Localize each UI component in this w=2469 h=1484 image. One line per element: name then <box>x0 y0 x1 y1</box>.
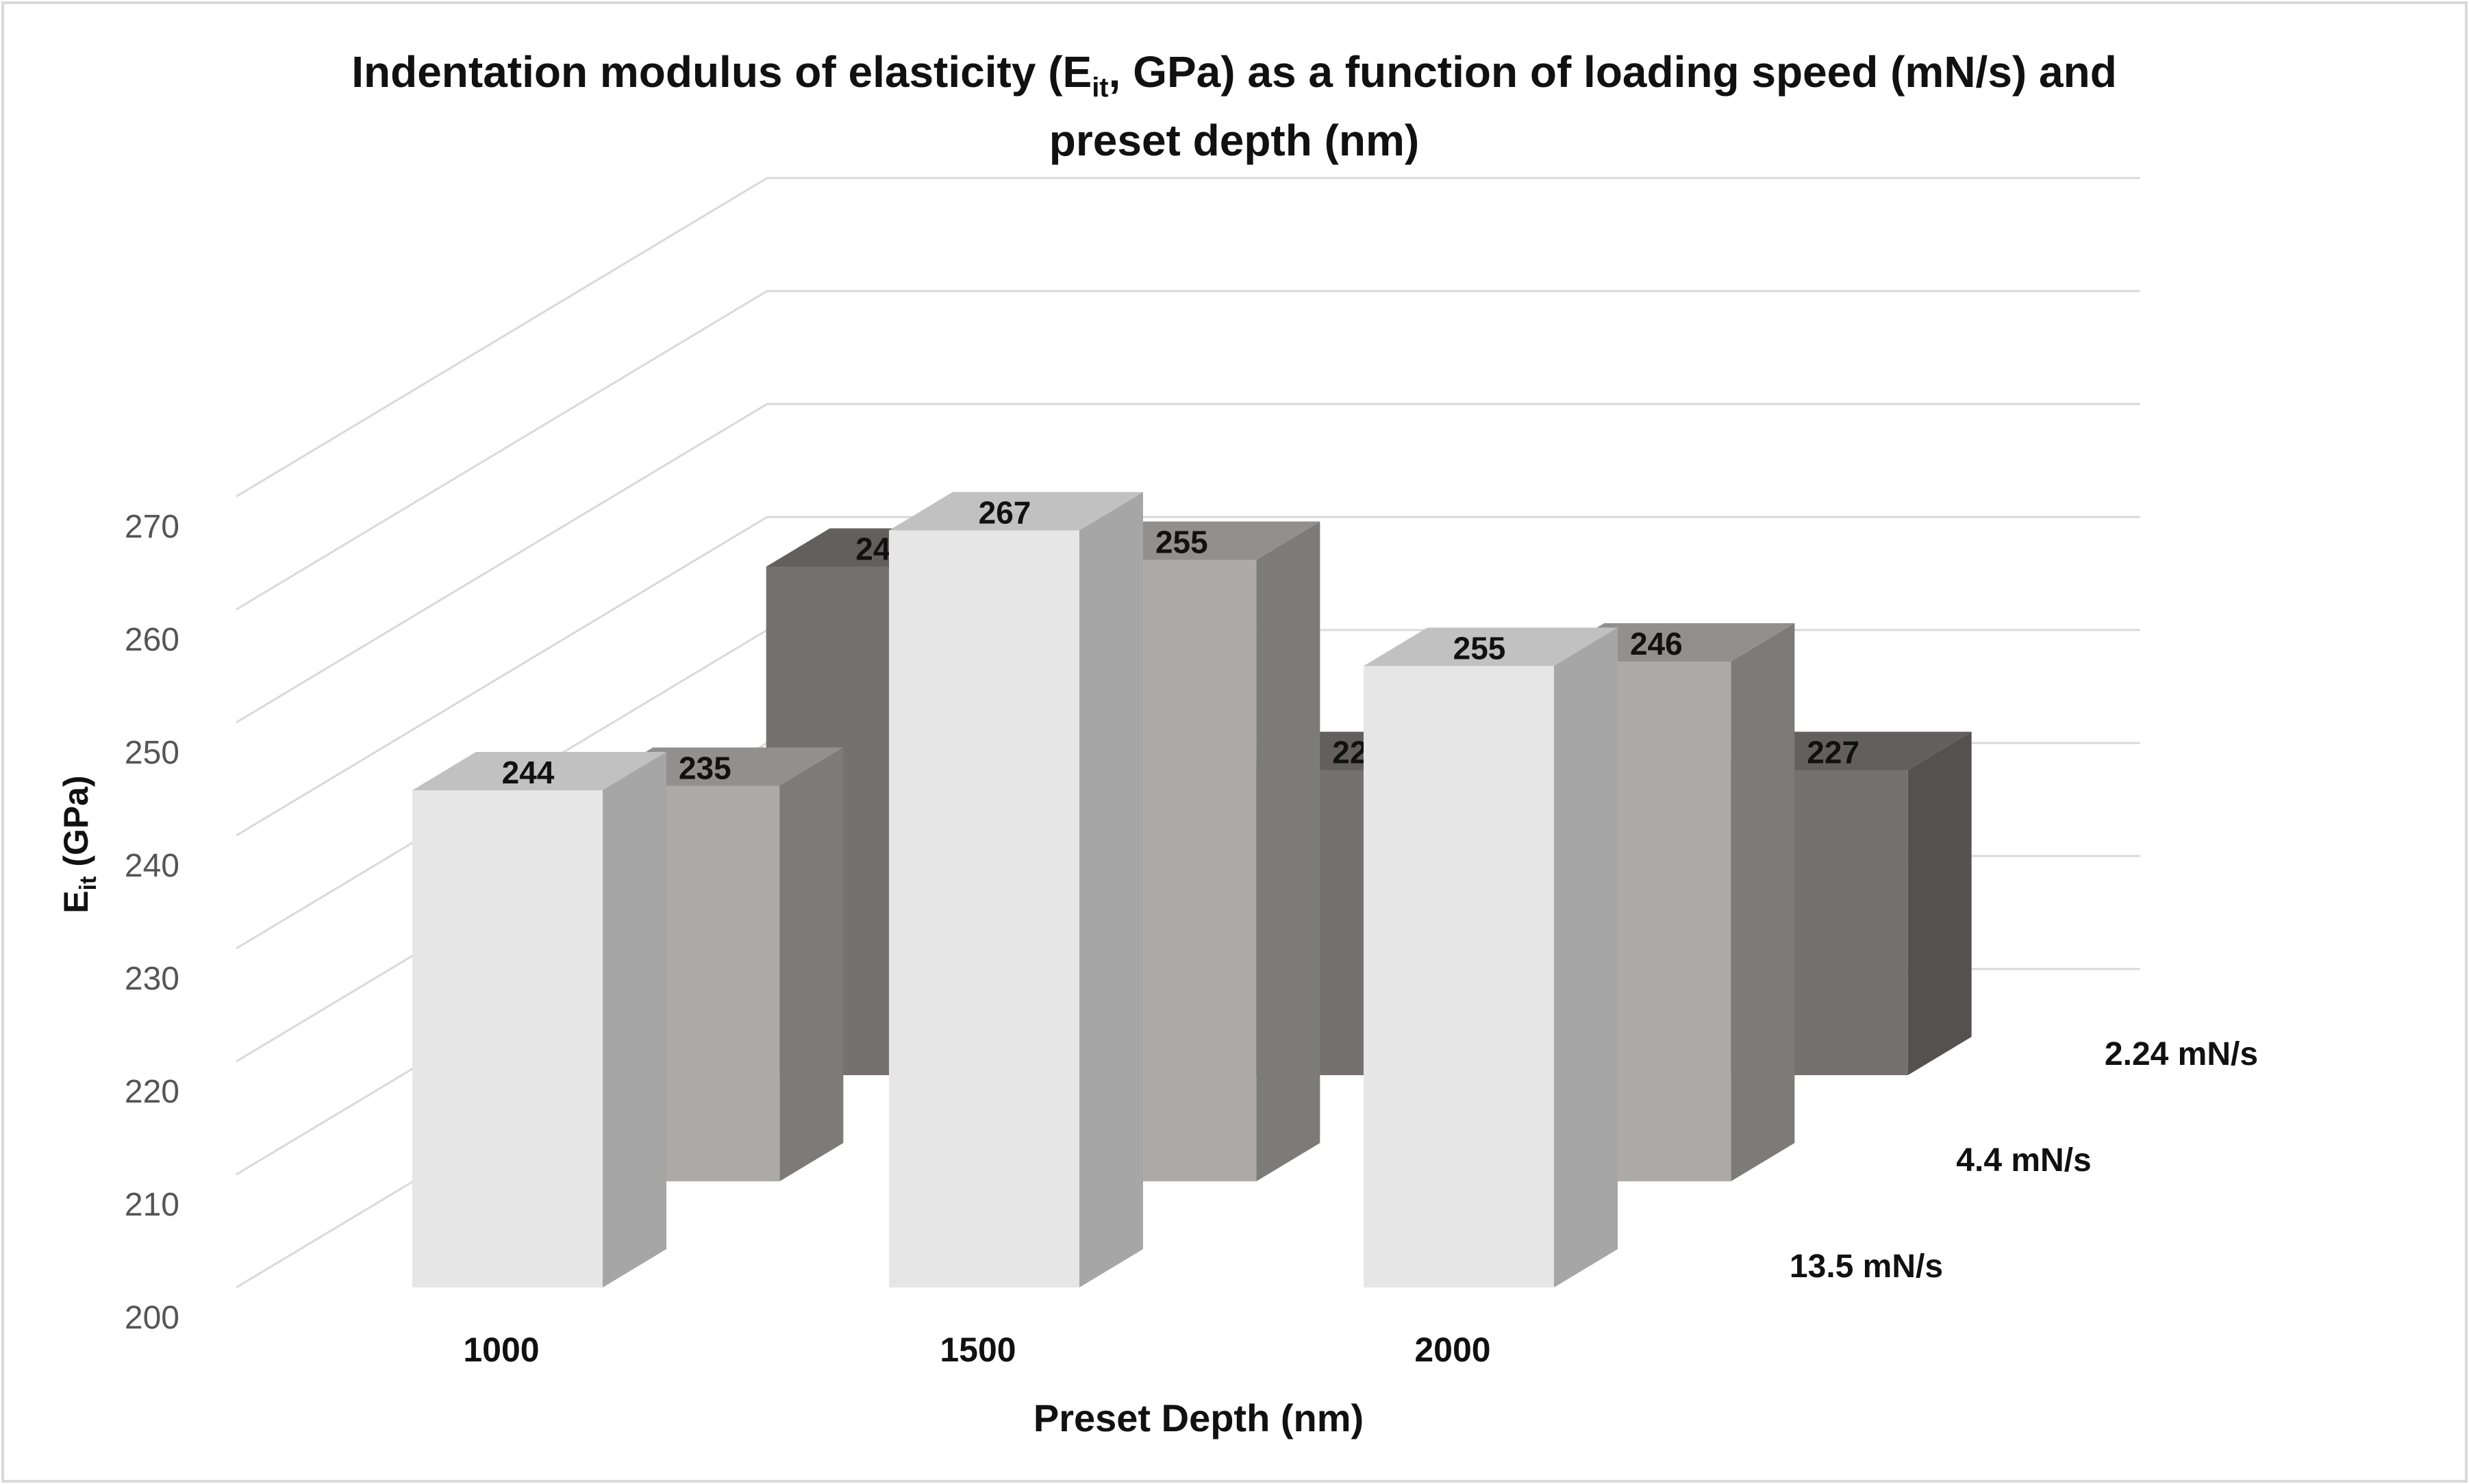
series-label: 2.24 mN/s <box>2105 1036 2258 1072</box>
y-axis-label: Eit (GPa) <box>57 775 101 913</box>
x-axis-ticks: 1000 1500 2000 <box>463 1331 1490 1369</box>
chart-title-part2: , GPa) as a function of loading speed (m… <box>1109 47 2117 97</box>
x-tick-label: 1000 <box>463 1331 539 1369</box>
y-tick-label: 210 <box>125 1187 179 1223</box>
y-tick-label: 270 <box>125 509 179 545</box>
bar-side-face <box>603 752 666 1287</box>
y-tick-label: 200 <box>125 1300 179 1336</box>
bar-front-face <box>412 790 603 1287</box>
y-axis-label-subscript: it <box>75 877 101 891</box>
chart-title: Indentation modulus of elasticity (Eit, … <box>351 47 2117 103</box>
y-tick-label: 230 <box>125 961 179 997</box>
gridline-side <box>236 403 768 724</box>
bar-top-face <box>889 492 1143 531</box>
bar-top-face <box>412 752 666 790</box>
chart-title-part1: Indentation modulus of elasticity (E <box>351 47 1092 97</box>
data-label: 267 <box>979 495 1031 531</box>
x-tick-label: 1500 <box>940 1331 1016 1369</box>
data-label: 244 <box>502 755 555 790</box>
bar-side-face <box>1731 623 1795 1181</box>
bar-side-face <box>1256 521 1320 1181</box>
chart-title-subscript: it <box>1092 73 1108 103</box>
bar-side-face <box>1907 731 1972 1075</box>
x-axis-label: Preset Depth (nm) <box>1033 1396 1364 1439</box>
data-label: 255 <box>1155 525 1208 560</box>
chart-title-line2: preset depth (nm) <box>1049 116 1419 165</box>
bar: 267 <box>889 492 1143 1287</box>
bar-side-face <box>1079 492 1143 1287</box>
y-tick-label: 260 <box>125 622 179 658</box>
gridline-side <box>236 516 768 837</box>
data-label: 246 <box>1630 626 1683 662</box>
bar-side-face <box>779 747 844 1181</box>
series-label: 13.5 mN/s <box>1790 1248 1943 1285</box>
series-label: 4.4 mN/s <box>1956 1142 2091 1179</box>
bar-front-face <box>1364 666 1554 1287</box>
bar-side-face <box>1554 627 1618 1287</box>
bar: 255 <box>1066 521 1320 1181</box>
bar: 244 <box>412 752 666 1287</box>
gridline-side <box>236 290 768 611</box>
y-tick-label: 240 <box>125 848 179 884</box>
y-tick-label: 250 <box>125 735 179 771</box>
data-label: 255 <box>1453 631 1506 666</box>
bar-top-face <box>1364 627 1618 666</box>
series-labels: 13.5 mN/s 4.4 mN/s 2.24 mN/s <box>1790 1036 2258 1285</box>
y-tick-label: 220 <box>125 1074 179 1110</box>
x-tick-label: 2000 <box>1414 1331 1490 1369</box>
bar-front-face <box>889 530 1079 1287</box>
y-axis-label-rest: (GPa) <box>57 775 95 876</box>
y-axis-label-main: E <box>57 890 95 913</box>
y-axis-ticks: 200 210 220 230 240 250 260 270 <box>125 509 179 1336</box>
data-label: 235 <box>679 751 731 786</box>
bar: 255 <box>1364 627 1618 1287</box>
gridline-side <box>236 177 768 498</box>
data-label: 227 <box>1807 735 1859 770</box>
